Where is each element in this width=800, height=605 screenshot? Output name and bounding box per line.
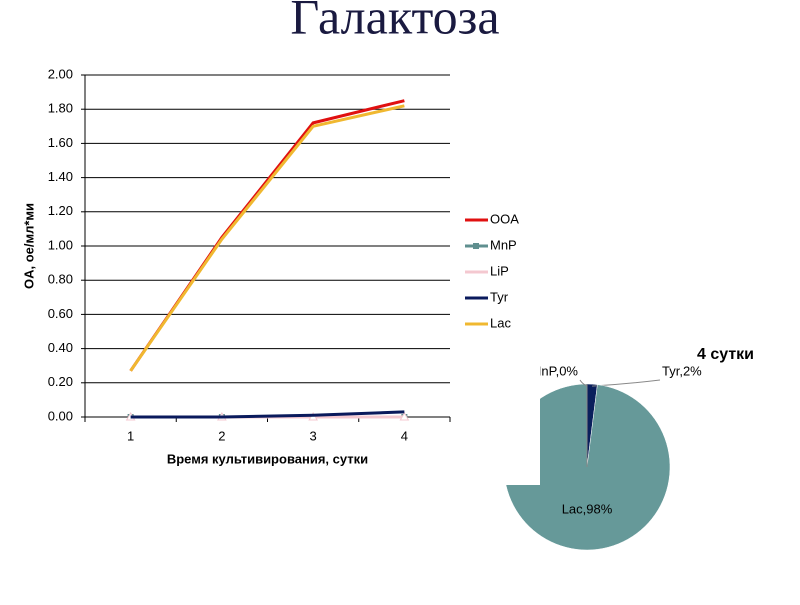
legend-marker <box>473 243 479 249</box>
y-tick-label: 1.40 <box>48 169 73 184</box>
y-tick-label: 0.60 <box>48 306 73 321</box>
slice-label: MnP,0% <box>531 363 579 378</box>
slide-title: Галактоза <box>290 0 499 44</box>
slice-label: Lac,98% <box>562 501 613 516</box>
y-tick-label: 0.80 <box>48 272 73 287</box>
legend-label: MnP <box>490 237 517 252</box>
y-tick-label: 1.20 <box>48 203 73 218</box>
pie-title: 4 сутки <box>697 346 754 363</box>
legend-label: OOA <box>490 211 519 226</box>
line-chart-panel <box>0 58 540 485</box>
y-tick-label: 0.40 <box>48 340 73 355</box>
y-tick-label: 2.00 <box>48 66 73 81</box>
x-tick-label: 1 <box>127 428 134 443</box>
point <box>399 411 410 421</box>
y-tick-label: 1.00 <box>48 237 73 252</box>
y-tick-label: 1.60 <box>48 135 73 150</box>
leader-line <box>579 379 588 387</box>
y-axis-title: OA, ое/мл*ми <box>21 203 36 289</box>
x-axis-title: Время культивирования, сутки <box>167 451 368 466</box>
series-line <box>129 104 405 372</box>
pie-chart: Tyr,2% Lac,98% MnP,0% 4 сутки <box>503 346 754 551</box>
legend-label: LiP <box>490 263 509 278</box>
y-tick-label: 1.80 <box>48 101 73 116</box>
x-tick-label: 2 <box>218 428 225 443</box>
legend-label: Tyr <box>490 289 509 304</box>
slice-label: Tyr,2% <box>662 363 702 378</box>
y-tick-label: 0.00 <box>48 408 73 423</box>
line-chart: 0.00 0.20 0.40 0.60 0.80 1.00 1.20 1.40 1.60 1.80… <box>21 66 519 466</box>
y-tick-label: 0.20 <box>48 374 73 389</box>
x-tick-label: 4 <box>401 428 408 443</box>
legend-label: Lac <box>490 315 511 330</box>
x-tick-label: 3 <box>310 428 317 443</box>
series-line <box>130 410 405 419</box>
